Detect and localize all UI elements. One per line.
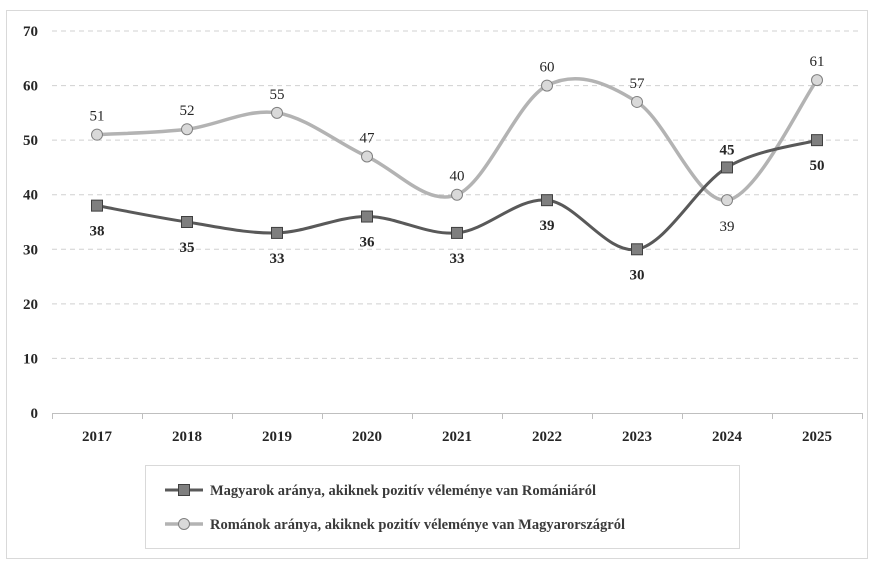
data-label-magyarok-2021: 33 <box>450 251 465 267</box>
x-tick-label: 2017 <box>82 429 113 445</box>
data-label-romanok-2018: 52 <box>180 103 195 119</box>
data-label-romanok-2019: 55 <box>270 87 285 103</box>
marker-magyarok-2017 <box>91 199 103 212</box>
data-label-romanok-2023: 57 <box>630 76 646 92</box>
x-tick-label: 2025 <box>802 429 832 445</box>
marker-magyarok-2022 <box>541 194 553 207</box>
legend-label-magyarok: Magyarok aránya, akiknek pozitív vélemén… <box>210 483 596 499</box>
data-labels: 38 35 33 36 33 39 30 45 50 51 52 55 47 40 60 57 39 61 <box>90 54 825 283</box>
y-tick-label: 20 <box>23 297 38 313</box>
y-tick-label: 60 <box>23 79 38 95</box>
data-label-magyarok-2017: 38 <box>90 224 105 240</box>
x-tick-label: 2022 <box>532 429 562 445</box>
data-label-romanok-2022: 60 <box>540 60 555 76</box>
marker-romanok-2018 <box>181 123 193 136</box>
marker-romanok-2019 <box>271 106 283 119</box>
marker-romanok-2017 <box>91 128 103 141</box>
legend: Magyarok aránya, akiknek pozitív vélemén… <box>145 465 740 549</box>
marker-magyarok-2018 <box>181 216 193 228</box>
data-label-magyarok-2024: 45 <box>720 142 735 158</box>
legend-marker-magyarok <box>178 484 190 496</box>
marker-magyarok-2021 <box>451 226 463 239</box>
y-tick-label: 30 <box>23 242 38 258</box>
legend-box <box>145 465 740 549</box>
y-tick-label: 0 <box>31 406 39 422</box>
marker-romanok-2022 <box>541 79 553 92</box>
x-tick-label: 2023 <box>622 429 652 445</box>
marker-romanok-2020 <box>361 150 373 163</box>
grid-lines <box>52 30 862 359</box>
marker-romanok-2025 <box>811 74 823 87</box>
data-label-magyarok-2025: 50 <box>810 158 825 174</box>
series-lines <box>91 74 823 256</box>
marker-romanok-2021 <box>451 188 463 201</box>
x-tick-label: 2021 <box>442 429 472 445</box>
x-tick-label: 2019 <box>262 429 292 445</box>
marker-magyarok-2020 <box>361 210 373 223</box>
series-line-romanok <box>95 77 819 202</box>
data-label-magyarok-2019: 33 <box>270 251 285 267</box>
marker-magyarok-2019 <box>271 226 283 239</box>
y-tick-label: 40 <box>23 188 38 204</box>
x-tick-label: 2018 <box>172 429 202 445</box>
y-tick-label: 50 <box>23 133 38 149</box>
data-label-romanok-2024: 39 <box>720 219 735 235</box>
data-label-romanok-2021: 40 <box>450 169 465 185</box>
marker-magyarok-2024 <box>721 161 733 174</box>
data-label-romanok-2017: 51 <box>90 109 105 125</box>
legend-marker-romanok <box>178 518 190 530</box>
data-label-magyarok-2020: 36 <box>360 235 376 251</box>
data-label-romanok-2020: 47 <box>360 131 376 147</box>
marker-magyarok-2023 <box>631 243 643 256</box>
x-tick-label: 2024 <box>712 429 743 445</box>
y-tick-label: 70 <box>23 24 38 40</box>
legend-label-romanok: Románok aránya, akiknek pozitív vélemény… <box>210 517 625 533</box>
axes: 0 10 20 30 40 50 60 70 2017 2018 2019 2020 2021 2022 2… <box>23 24 863 445</box>
data-label-magyarok-2018: 35 <box>180 240 195 256</box>
marker-romanok-2024 <box>721 194 733 207</box>
x-tick-label: 2020 <box>352 429 382 445</box>
marker-romanok-2023 <box>631 95 643 108</box>
data-label-magyarok-2023: 30 <box>630 267 645 283</box>
data-label-magyarok-2022: 39 <box>540 218 555 234</box>
y-tick-label: 10 <box>23 351 38 367</box>
series-line-magyarok <box>95 138 819 251</box>
marker-magyarok-2025 <box>811 134 823 147</box>
data-label-romanok-2025: 61 <box>810 54 825 70</box>
